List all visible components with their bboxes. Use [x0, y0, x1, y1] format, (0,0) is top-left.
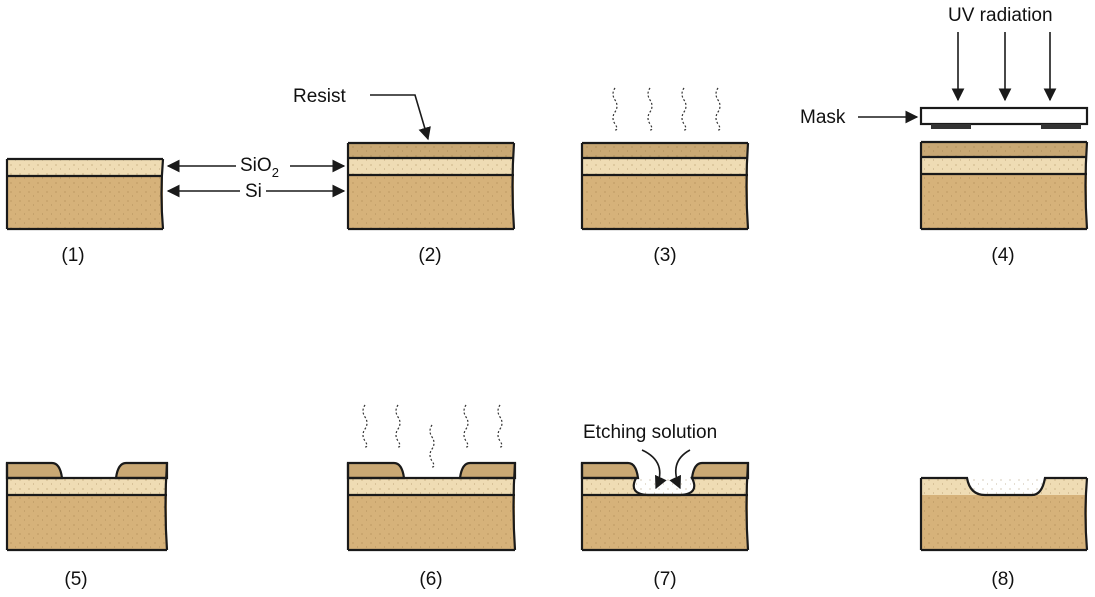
sio2-label: SiO2 — [240, 155, 279, 180]
heat-waves — [362, 404, 503, 468]
resist-label: Resist — [293, 86, 347, 107]
etching-solution-label: Etching solution — [583, 422, 717, 443]
stage-label-6: (6) — [419, 569, 442, 590]
stage-label-7: (7) — [653, 569, 676, 590]
stage-label-2: (2) — [418, 245, 441, 266]
resist-right — [114, 461, 169, 480]
stage-label-3: (3) — [653, 245, 676, 266]
wafer-stage-4 — [919, 32, 1089, 231]
resist-pointer — [370, 94, 431, 141]
resist-left — [580, 461, 640, 480]
etch-arrows — [641, 449, 691, 490]
resist-left — [5, 461, 64, 480]
wafer-stage-3 — [580, 87, 750, 231]
si-label: Si — [245, 181, 262, 202]
mask-label: Mask — [800, 107, 846, 128]
resist-right — [690, 461, 750, 480]
sio2-label-group: SiO2 — [240, 155, 279, 180]
uv-radiation-label: UV radiation — [948, 5, 1053, 26]
stage-label-1: (1) — [61, 245, 84, 266]
wafer-stage-8 — [919, 476, 1089, 552]
wafer-stage-6 — [346, 404, 517, 552]
stage-label-8: (8) — [991, 569, 1014, 590]
photomask — [919, 106, 1089, 129]
mask-opaque-right — [1041, 124, 1081, 129]
wafer-stage-7 — [580, 449, 750, 552]
heat-waves — [612, 87, 721, 131]
wafer-stage-2 — [346, 141, 516, 231]
resist-left — [346, 461, 406, 480]
mask-opaque-left — [931, 124, 971, 129]
stage-label-5: (5) — [64, 569, 87, 590]
stage-label-4: (4) — [991, 245, 1014, 266]
resist-right — [458, 461, 517, 480]
sio2-subscript: 2 — [272, 165, 279, 180]
wafer-stage-5 — [5, 461, 169, 552]
uv-arrows — [951, 32, 1057, 102]
wafer-stage-1 — [5, 157, 165, 231]
